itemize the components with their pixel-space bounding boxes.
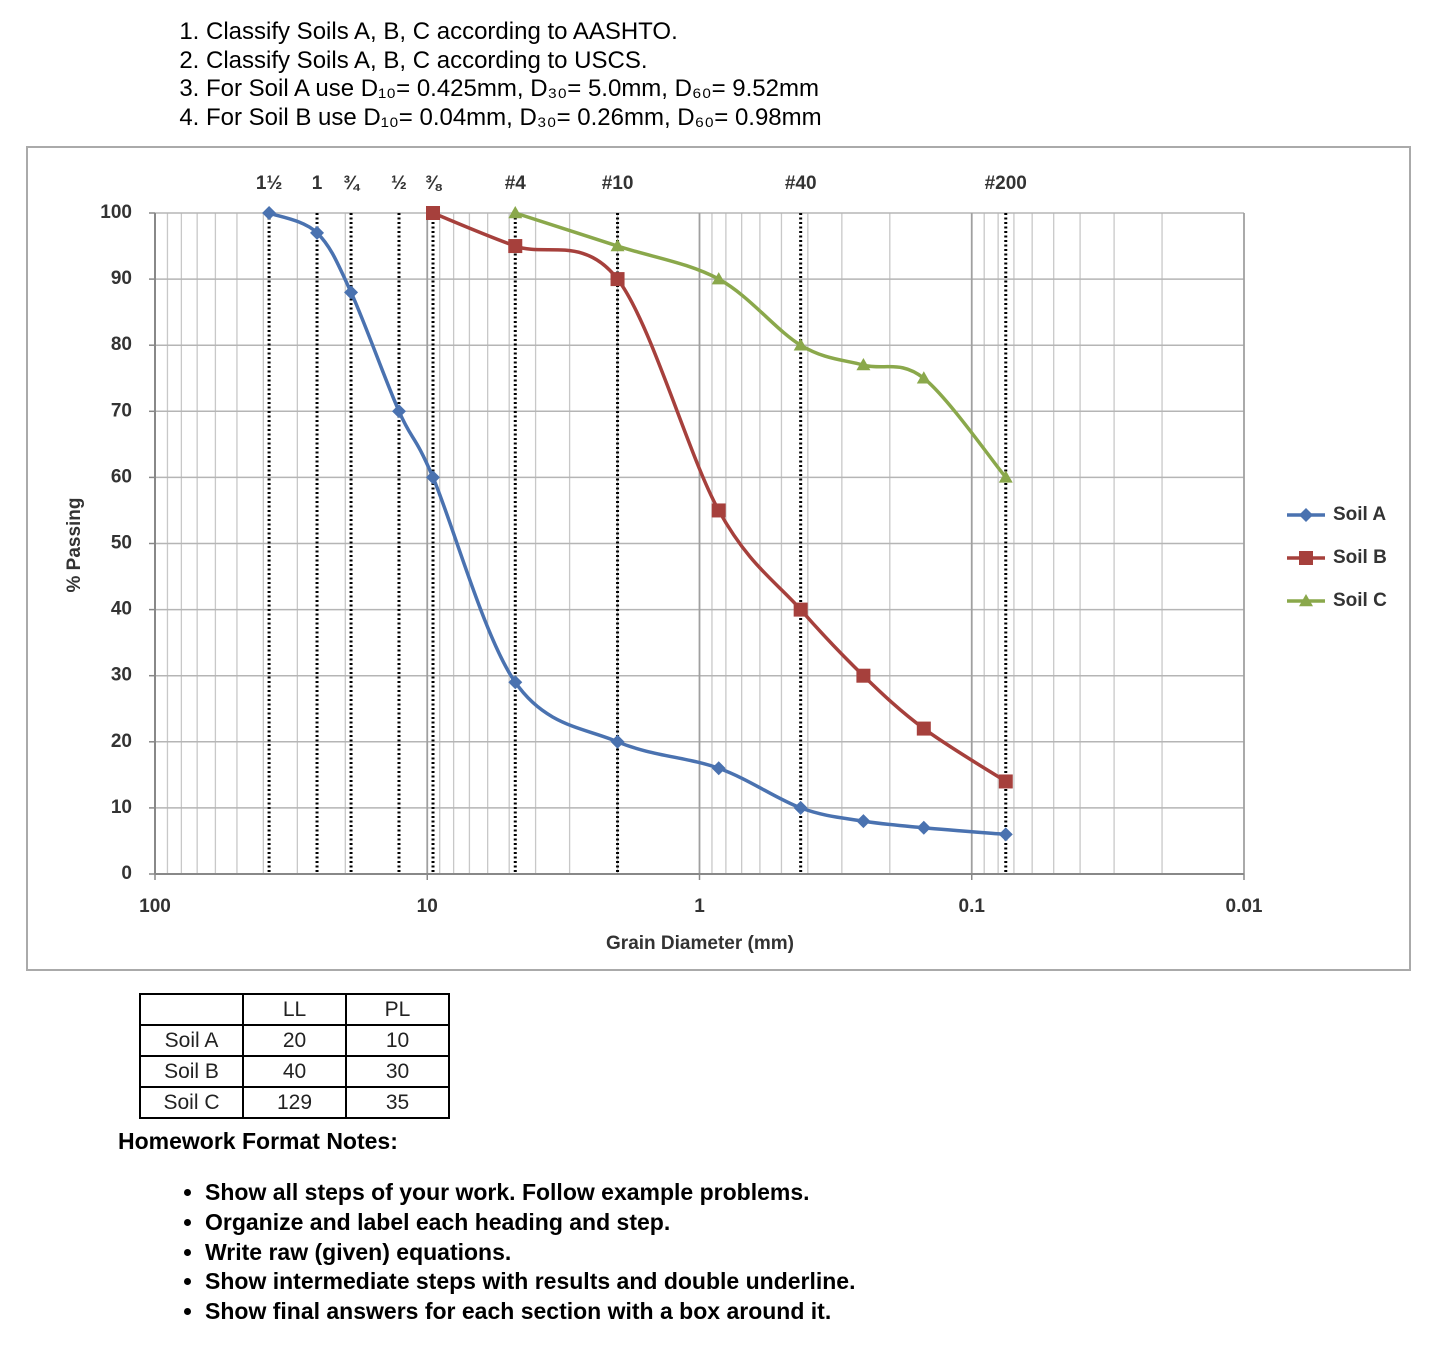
notes: Show all steps of your work. Follow exam… [164,1178,856,1327]
sieve-label: ⅜ [425,173,442,194]
sieve-label: #200 [985,173,1027,194]
marker [426,470,441,485]
marker [344,285,359,300]
note: Organize and label each heading and step… [205,1208,856,1238]
y-tick-label: 100 [100,202,132,223]
marker [262,206,277,220]
series-line [432,211,1007,783]
x-tick-label: 10 [417,896,438,917]
instruction: Classify Soils A, B, C according to AASH… [206,18,822,47]
table-cell: 10 [345,1024,450,1057]
sieve-label: #40 [785,173,817,194]
instruction: For Soil B use D₁₀= 0.04mm, D₃₀= 0.26mm,… [206,104,822,133]
y-tick-label: 20 [111,731,132,752]
sieve-label: 1½ [256,173,282,194]
marker [508,206,523,219]
instruction: Classify Soils A, B, C according to USCS… [206,47,822,76]
x-tick-label: 0.01 [1226,896,1263,917]
x-tick-label: 100 [139,896,171,917]
sieve-label: 1 [312,173,323,194]
y-tick-label: 40 [111,599,132,620]
marker [916,721,931,736]
legend-label: Soil A [1333,504,1386,525]
y-tick-label: 0 [121,863,132,884]
x-axis-label: Grain Diameter (mm) [606,933,794,954]
instruction: For Soil A use D₁₀= 0.425mm, D₃₀= 5.0mm,… [206,75,822,104]
legend-marker [1299,508,1313,522]
x-tick-label: 1 [694,896,705,917]
marker [508,239,523,254]
table-header-row: LL PL [139,993,450,1026]
marker [856,668,871,683]
table-row: Soil C 129 35 [139,1086,450,1119]
table-cell: Soil A [139,1024,244,1057]
chart: Grain Diameter (mm) % Passing 0 10 20 30 40 5… [26,146,1411,971]
y-tick-label: 50 [111,533,132,554]
legend-label: Soil B [1333,547,1387,568]
marker [610,272,625,287]
marker [856,814,871,829]
table-cell: 35 [345,1086,450,1119]
table-row: Soil B 40 30 [139,1055,450,1088]
marker [508,675,523,690]
marker [916,371,931,384]
y-tick-label: 70 [111,400,132,421]
note: Write raw (given) equations. [205,1238,856,1268]
y-tick-label: 60 [111,466,132,487]
marker [610,239,625,252]
instructions: Classify Soils A, B, C according to AASH… [160,18,822,132]
y-tick-label: 30 [111,665,132,686]
marker [856,358,871,371]
y-axis-label: % Passing [64,497,85,592]
marker [793,338,808,351]
marker [998,827,1013,842]
sieve-label: ¾ [343,173,361,194]
marker [998,470,1013,483]
note: Show all steps of your work. Follow exam… [205,1178,856,1208]
marker [998,774,1013,789]
legend-label: Soil C [1333,590,1387,611]
marker [711,761,726,776]
y-tick-label: 90 [111,268,132,289]
marker [916,820,931,835]
marker [610,734,625,749]
legend-marker [1299,594,1313,607]
marker [310,225,325,240]
marker [711,503,726,518]
y-tick-label: 80 [111,334,132,355]
marker [391,404,406,419]
table-cell: 40 [242,1055,347,1088]
table-cell: 30 [345,1055,450,1088]
chart-frame [26,146,1411,971]
sieve-label: #4 [505,173,527,194]
notes-title: Homework Format Notes: [118,1128,398,1154]
table-cell: Soil C [139,1086,244,1119]
marker [426,206,441,220]
x-tick-label: 0.1 [959,896,986,917]
marker [793,800,808,815]
y-tick-label: 10 [111,797,132,818]
legend-marker [1299,551,1313,565]
marker [711,272,726,285]
table-cell: 20 [242,1024,347,1057]
limits-table: LL PL Soil A 20 10 Soil B 40 30 Soil C 129 35 [139,993,450,1119]
marker [793,602,808,617]
table-cell: 129 [242,1086,347,1119]
note: Show final answers for each section with… [205,1297,856,1327]
header-cell [139,993,244,1026]
note: Show intermediate steps with results and… [205,1267,856,1297]
sieve-label: #10 [602,173,634,194]
header-cell: PL [345,993,450,1026]
table-row: Soil A 20 10 [139,1024,450,1057]
header-cell: LL [242,993,347,1026]
table-cell: Soil B [139,1055,244,1088]
sieve-label: ½ [391,173,407,194]
